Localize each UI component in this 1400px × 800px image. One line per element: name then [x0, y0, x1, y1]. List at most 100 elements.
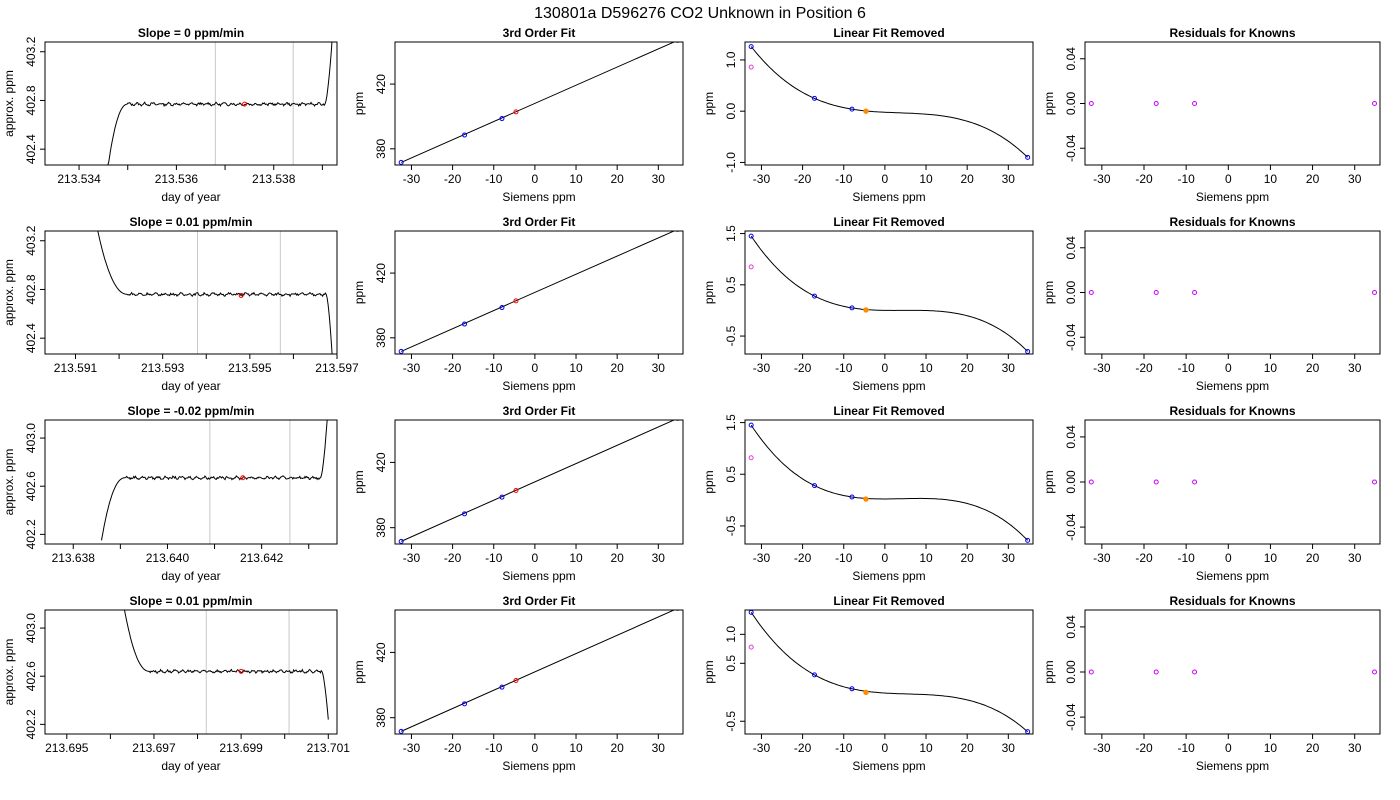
raw-point	[748, 64, 754, 70]
x-tick-label: 213.536	[155, 172, 199, 186]
y-tick-label: 402.6	[24, 471, 38, 501]
unknown-point	[863, 307, 869, 313]
x-axis-label: day of year	[161, 190, 220, 204]
y-axis-label: ppm	[702, 92, 716, 115]
x-tick-label: -20	[444, 172, 462, 186]
x-tick-label: -10	[485, 551, 503, 565]
plot-frame	[44, 419, 338, 545]
x-tick-label: 0	[882, 172, 889, 186]
x-tick-label: 0	[532, 551, 539, 565]
x-tick-label: 213.695	[45, 741, 89, 755]
y-tick-label: 0.5	[724, 655, 738, 672]
x-tick-label: -20	[444, 361, 462, 375]
x-tick-label: -10	[835, 551, 853, 565]
unknown-point	[513, 298, 519, 304]
plot-area	[748, 233, 1031, 354]
x-tick-label: 10	[1264, 551, 1278, 565]
y-tick-label: 1.5	[724, 225, 738, 242]
known-point	[748, 233, 754, 239]
known-point	[812, 672, 818, 678]
panel-title: 3rd Order Fit	[503, 594, 576, 608]
panel-title: 3rd Order Fit	[503, 404, 576, 418]
panel-lin-row2: Linear Fit Removed Siemens ppm ppm -30 -20 -1…	[702, 215, 1034, 393]
residual-point	[1372, 290, 1378, 295]
page-title: 130801a D596276 CO2 Unknown in Position …	[534, 5, 866, 22]
plot-area	[97, 231, 333, 354]
x-axis-label: Siemens ppm	[1196, 190, 1269, 204]
x-tick-label: 20	[960, 172, 974, 186]
panel-title: Slope = -0.02 ppm/min	[127, 404, 254, 418]
residual-point	[1153, 101, 1159, 106]
known-point	[1025, 537, 1031, 543]
plot-frame	[1084, 230, 1381, 355]
plot-area	[101, 420, 328, 544]
y-tick-label: 0.00	[1064, 91, 1078, 115]
known-point	[398, 728, 404, 734]
y-tick-label: 402.6	[24, 661, 38, 691]
known-point	[462, 511, 468, 517]
y-tick-label: 1.0	[724, 51, 738, 68]
panel-lin-row1: Linear Fit Removed Siemens ppm ppm -30 -20 -1…	[702, 26, 1034, 204]
plot-frame	[744, 609, 1034, 735]
x-tick-label: 0	[532, 361, 539, 375]
panel-res-row3: Residuals for Knowns Siemens ppm ppm -30 -20…	[1042, 404, 1381, 583]
y-tick-label: 403.2	[24, 36, 38, 66]
x-axis-label: day of year	[161, 759, 220, 773]
panel-title: Linear Fit Removed	[833, 26, 944, 40]
panel-title: Residuals for Knowns	[1169, 26, 1295, 40]
raw-point	[748, 264, 754, 270]
y-tick-label: 403.2	[24, 225, 38, 255]
plot-area	[398, 420, 680, 544]
x-tick-label: 0	[1225, 551, 1232, 565]
y-axis-label: ppm	[1042, 470, 1056, 493]
x-tick-label: 10	[919, 172, 933, 186]
unknown-point	[513, 487, 519, 493]
mean-point	[238, 668, 244, 674]
x-axis-label: Siemens ppm	[502, 190, 575, 204]
x-tick-label: 30	[652, 172, 666, 186]
x-axis-label: Siemens ppm	[502, 569, 575, 583]
x-tick-label: 20	[960, 361, 974, 375]
plot-area	[398, 231, 680, 354]
plot-area	[398, 610, 680, 734]
y-tick-label: 0.00	[1064, 280, 1078, 304]
plot-frame	[394, 419, 684, 545]
x-tick-label: 213.597	[315, 361, 359, 375]
plot-frame	[394, 230, 684, 355]
known-point	[812, 95, 818, 101]
known-point	[1025, 348, 1031, 354]
plot-area	[1088, 479, 1378, 485]
panel-title: Residuals for Knowns	[1169, 215, 1295, 229]
x-tick-label: 10	[1264, 172, 1278, 186]
x-tick-label: 30	[652, 361, 666, 375]
x-tick-label: -20	[1135, 741, 1153, 755]
x-tick-label: 20	[610, 361, 624, 375]
panel-res-row2: Residuals for Knowns Siemens ppm ppm -30 -20…	[1042, 215, 1381, 393]
y-axis-label: ppm	[352, 92, 366, 115]
x-tick-label: 20	[1306, 551, 1320, 565]
y-tick-label: 402.8	[24, 274, 38, 304]
known-point	[849, 106, 855, 112]
residual-point	[1192, 101, 1198, 106]
panel-fit-row3: 3rd Order Fit Siemens ppm ppm -30 -20 -10 0 10 2…	[352, 404, 684, 583]
x-tick-label: 213.699	[219, 741, 263, 755]
y-axis-label: ppm	[1042, 281, 1056, 304]
plot-area	[123, 610, 329, 734]
unknown-point	[863, 496, 869, 502]
x-tick-label: 20	[1306, 741, 1320, 755]
y-tick-label: 402.2	[24, 709, 38, 739]
panel-fit-row1: 3rd Order Fit Siemens ppm ppm -30 -20 -10 0 10 2…	[352, 26, 684, 204]
y-tick-label: 0.04	[1064, 425, 1078, 449]
x-tick-label: -20	[794, 551, 812, 565]
x-tick-label: 213.642	[240, 551, 284, 565]
known-point	[1025, 154, 1031, 160]
x-tick-label: 213.697	[132, 741, 176, 755]
x-tick-label: 213.593	[141, 361, 185, 375]
cubic-curve	[750, 424, 1029, 541]
raw-point	[748, 644, 754, 650]
x-axis-label: Siemens ppm	[852, 759, 925, 773]
y-tick-label: 403.0	[24, 423, 38, 453]
known-point	[398, 159, 404, 165]
plot-area	[748, 44, 1031, 160]
panel-title: Linear Fit Removed	[833, 215, 944, 229]
